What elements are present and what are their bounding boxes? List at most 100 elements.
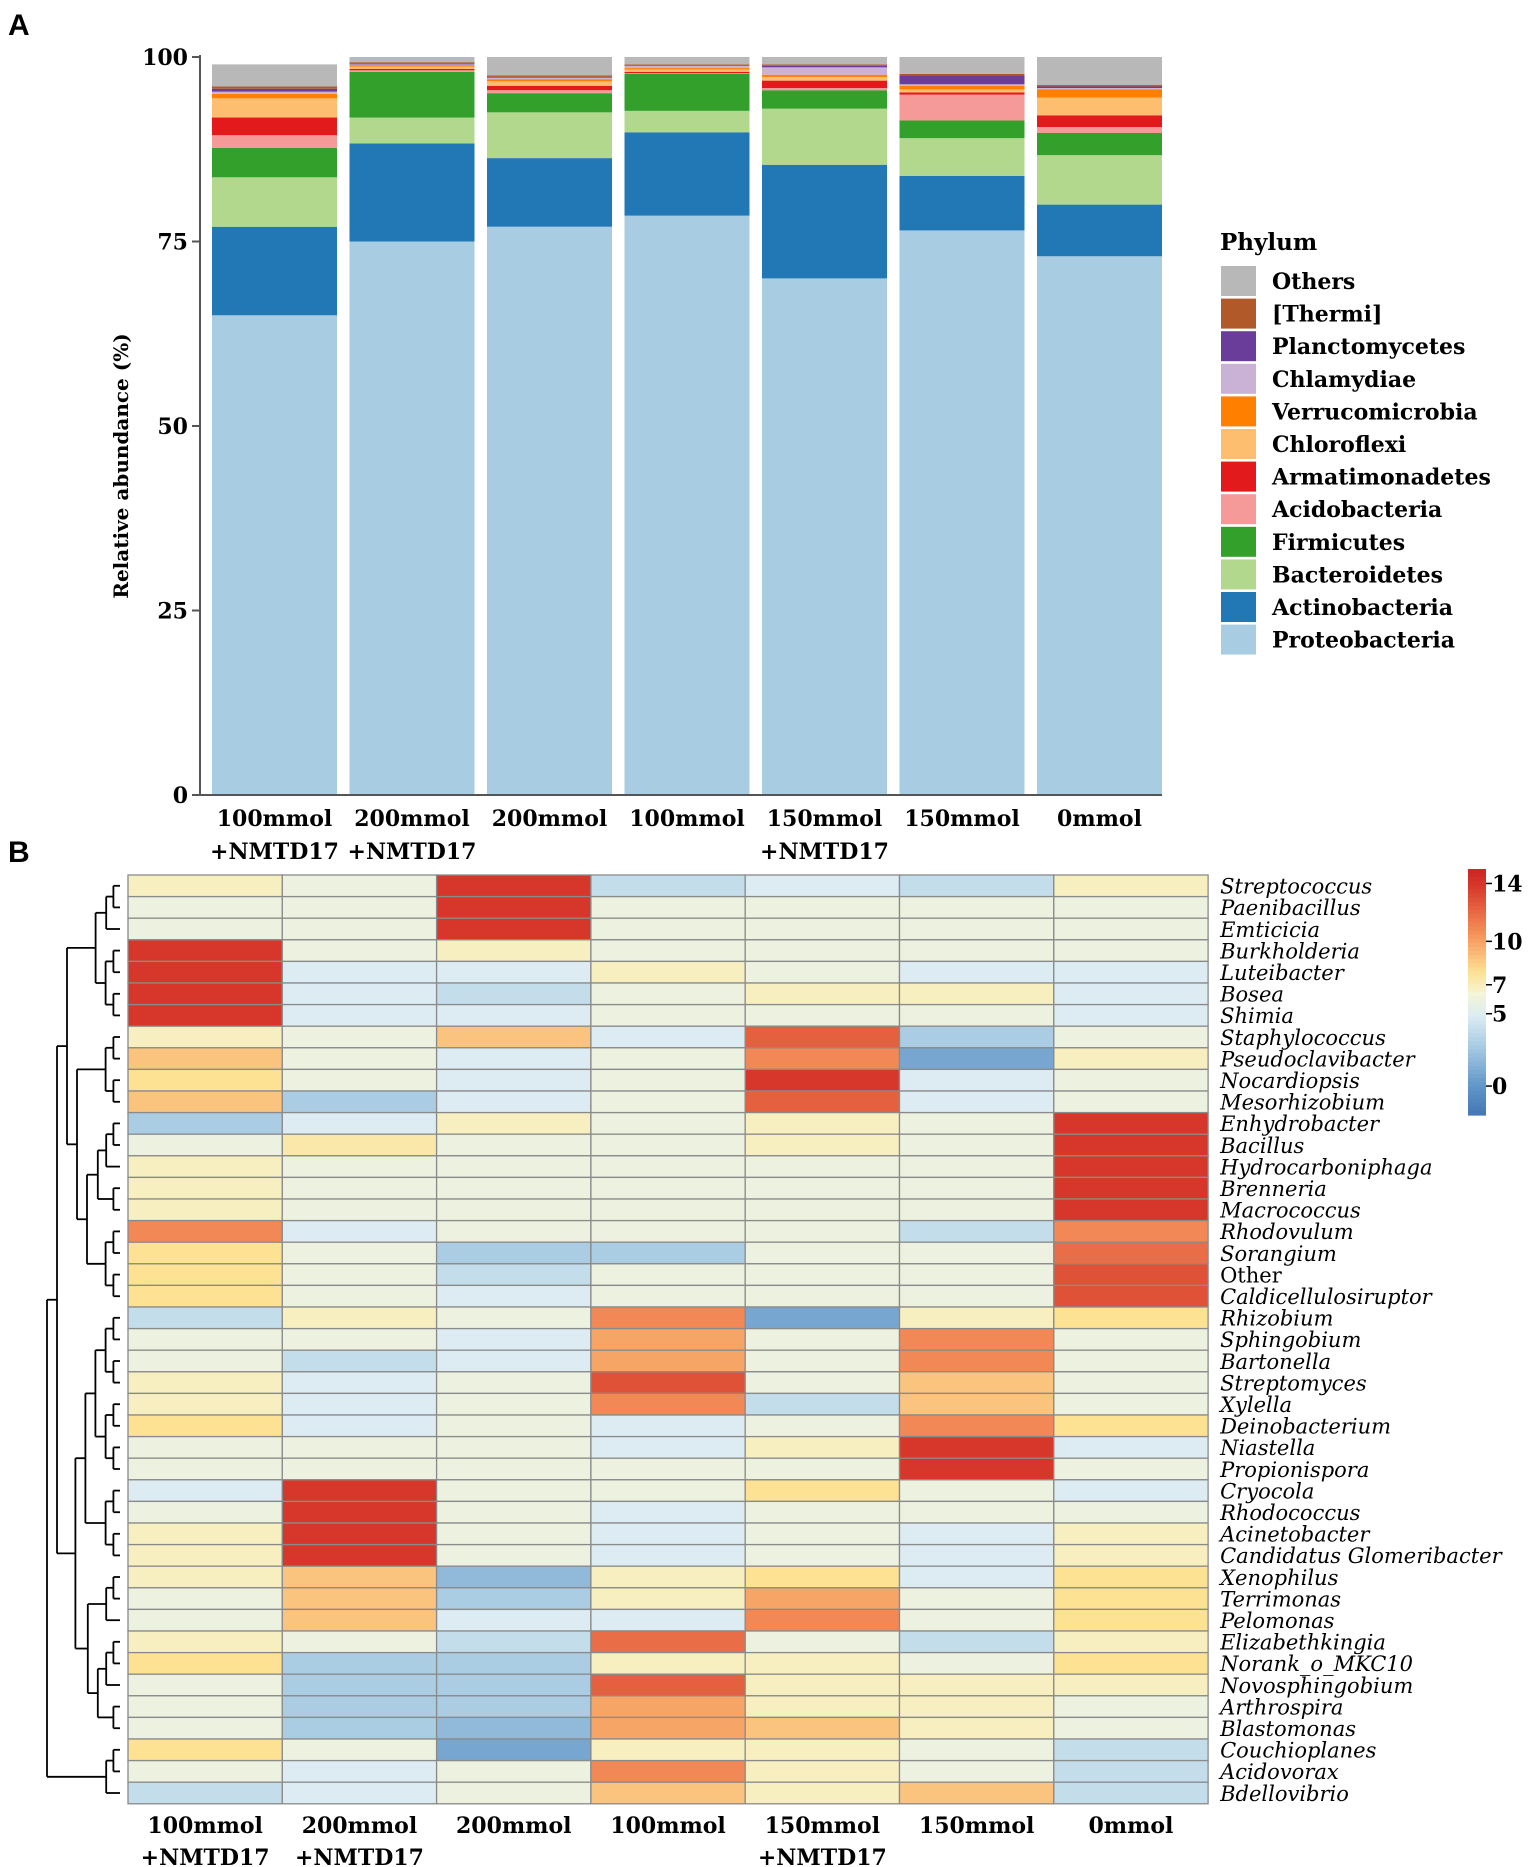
heatmap-cell — [435, 1651, 592, 1675]
legend-swatch — [1221, 331, 1256, 362]
colorbar-segment — [1468, 1004, 1486, 1009]
heatmap-cell — [898, 917, 1055, 941]
heatmap-cell — [744, 1543, 901, 1567]
heatmap-cell — [590, 1155, 746, 1179]
row-label: Novosphingobium — [1219, 1674, 1413, 1698]
heatmap-cell — [281, 1241, 438, 1265]
heatmap-cell — [127, 1630, 283, 1654]
heatmap-cell — [898, 1479, 1055, 1503]
heatmap-cell — [281, 1608, 438, 1632]
heatmap-cell — [281, 1435, 438, 1459]
row-label: Burkholderia — [1219, 939, 1360, 963]
heatmap-cell — [435, 1111, 592, 1135]
colorbar-segment — [1468, 1106, 1486, 1112]
heatmap-cell — [281, 874, 438, 898]
heatmap-cell — [744, 960, 901, 984]
heatmap-cell — [898, 1673, 1055, 1697]
x-tick-label: 0mmol — [1057, 806, 1142, 832]
heatmap-cell — [1053, 1543, 1209, 1567]
legend-entry: Proteobacteria — [1272, 628, 1455, 654]
bar-segment — [487, 93, 612, 113]
colorbar-tick-label: 10 — [1492, 929, 1523, 955]
column-label: +NMTD17 — [295, 1845, 424, 1867]
heatmap-cell — [435, 1587, 592, 1611]
bar-segment — [762, 80, 887, 88]
row-label: Pseudoclavibacter — [1219, 1047, 1417, 1071]
heatmap-cell — [1053, 1155, 1209, 1179]
heatmap-cell — [1053, 1738, 1209, 1762]
heatmap-cell — [898, 1522, 1055, 1546]
colorbar-segment — [1468, 959, 1486, 964]
heatmap-cell — [744, 1738, 901, 1762]
heatmap-cell — [898, 982, 1055, 1006]
heatmap-cell — [898, 1500, 1055, 1524]
row-label: Acidovorax — [1218, 1760, 1339, 1784]
heatmap-cell — [127, 1738, 283, 1762]
heatmap-cell — [1053, 1047, 1209, 1071]
colorbar-segment — [1468, 1020, 1486, 1026]
heatmap-cell — [744, 1068, 901, 1092]
heatmap-cell — [1053, 1759, 1209, 1783]
bar-segment — [349, 65, 475, 67]
heatmap-cell — [1053, 960, 1209, 984]
bar-segment — [899, 120, 1025, 139]
heatmap-chart: B StreptococcusPaenibacillusEmticiciaBur… — [8, 836, 1523, 1867]
bar-stack-0 — [212, 64, 337, 795]
bar-segment — [212, 315, 337, 795]
heatmap-cell — [127, 1716, 283, 1740]
heatmap-cell — [744, 1587, 901, 1611]
heatmap-cell — [1053, 1176, 1209, 1200]
bar-segment — [624, 64, 750, 66]
colorbar-segment — [1468, 951, 1486, 956]
column-label: 100mmol — [610, 1813, 726, 1839]
bar-segment — [487, 226, 612, 796]
bar-segment — [899, 75, 1025, 85]
y-tick-label: 50 — [157, 414, 188, 440]
heatmap-cell — [590, 1500, 746, 1524]
bar-segment — [899, 94, 1025, 121]
heatmap-cell — [435, 1241, 592, 1265]
heatmap-cell — [281, 1587, 438, 1611]
heatmap-cell — [898, 1392, 1055, 1416]
heatmap-cell — [590, 1435, 746, 1459]
heatmap-cell — [898, 874, 1055, 898]
y-axis-label: Relative abundance (%) — [109, 333, 133, 598]
heatmap-cell — [127, 1759, 283, 1783]
row-label: Bartonella — [1219, 1350, 1331, 1374]
colorbar-segment — [1468, 1016, 1486, 1022]
heatmap-cell — [127, 1155, 283, 1179]
colorbar-segment — [1468, 930, 1486, 936]
row-label: Mesorhizobium — [1219, 1091, 1385, 1115]
colorbar-tick-label: 0 — [1492, 1074, 1507, 1100]
row-label: Paenibacillus — [1219, 896, 1361, 920]
heatmap-cell — [744, 1435, 901, 1459]
heatmap-cell — [744, 1522, 901, 1546]
heatmap-cell — [281, 1327, 438, 1351]
colorbar-segment — [1468, 869, 1486, 874]
y-tick-label: 100 — [142, 45, 188, 71]
colorbar-segment — [1468, 1110, 1486, 1116]
colorbar-segment — [1468, 893, 1486, 899]
heatmap-cell — [281, 1306, 438, 1330]
colorbar-segment — [1468, 1098, 1486, 1104]
heatmap-cell — [127, 1371, 283, 1395]
colorbar: 0 5 7 10 14 — [1468, 869, 1523, 1116]
heatmap-cell — [898, 939, 1055, 963]
bar-segment — [349, 66, 475, 69]
heatmap-cell — [435, 1414, 592, 1438]
heatmap-cell — [127, 1673, 283, 1697]
colorbar-segment — [1468, 922, 1486, 927]
legend-entry: Actinobacteria — [1271, 595, 1453, 621]
heatmap-cell — [744, 982, 901, 1006]
heatmap-cell — [435, 1003, 592, 1027]
x-tick-label: +NMTD17 — [760, 839, 889, 865]
heatmap-cell — [1053, 939, 1209, 963]
bar-segment — [624, 57, 750, 65]
heatmap-cell — [744, 1306, 901, 1330]
heatmap-cell — [435, 1349, 592, 1373]
row-label: Bacillus — [1219, 1134, 1304, 1158]
colorbar-tick-label: 7 — [1492, 973, 1507, 999]
row-label: Arthrospira — [1218, 1695, 1343, 1719]
legend-entry: Chlamydiae — [1272, 367, 1416, 393]
colorbar-segment — [1468, 1012, 1486, 1018]
